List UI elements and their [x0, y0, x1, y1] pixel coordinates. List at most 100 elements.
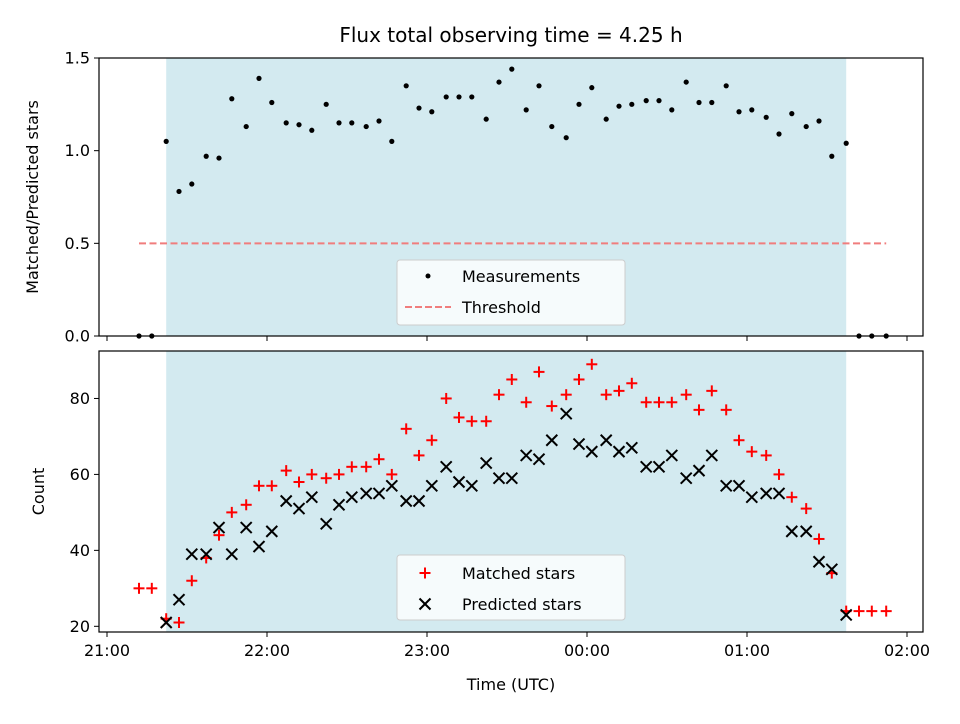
- matched-star-point: [413, 449, 425, 461]
- predicted-star-point: [505, 472, 519, 485]
- matched-star-point: [426, 434, 438, 446]
- predicted-star-point: [385, 479, 399, 493]
- measurement-point: [776, 131, 782, 137]
- predicted-star-point: [185, 547, 199, 561]
- matched-star-point: [440, 392, 452, 404]
- predicted-star-point: [665, 449, 679, 462]
- measurement-point: [203, 153, 209, 159]
- time-x-tick-label: 00:00: [564, 641, 610, 660]
- time-x-axis-label: Time (UTC): [466, 675, 555, 694]
- predicted-star-point: [745, 490, 759, 504]
- time-x-tick-label: 01:00: [724, 641, 770, 660]
- matched-star-point: [866, 605, 878, 617]
- predicted-star-point: [305, 490, 319, 504]
- measurement-point: [563, 135, 569, 141]
- measurement-points: [136, 66, 889, 339]
- measurement-point: [483, 116, 489, 122]
- measurement-point: [749, 107, 755, 113]
- measurement-point: [389, 138, 395, 144]
- count-panel-frame: [98, 350, 924, 633]
- count-points: [133, 358, 892, 629]
- predicted-star-point: [199, 547, 213, 561]
- predicted-star-point: [399, 494, 413, 508]
- legend-x-glyph: [418, 597, 432, 611]
- matched-star-point: [320, 472, 332, 484]
- ratio-y-tick-label: 1.5: [65, 49, 90, 68]
- matched-star-point: [266, 480, 278, 492]
- matched-star-point: [186, 575, 198, 587]
- matched-star-point: [706, 385, 718, 397]
- predicted-star-point: [532, 453, 546, 466]
- matched-star-point: [693, 404, 705, 416]
- count-y-tick-label: 60: [70, 465, 90, 484]
- predicted-star-point: [732, 479, 746, 493]
- ratio-panel: 0.0 0.5 1.0 1.5 Flux total observing time =…: [23, 23, 924, 346]
- time-x-tick-label: 22:00: [244, 641, 290, 660]
- measurement-point: [509, 66, 515, 72]
- measurement-point: [523, 107, 529, 113]
- predicted-star-point: [465, 479, 479, 493]
- count-y-tick-label: 80: [70, 389, 90, 408]
- predicted-star-point: [425, 479, 439, 493]
- measurement-point: [269, 99, 275, 106]
- predicted-star-point: [692, 464, 706, 477]
- measurement-point: [643, 98, 649, 104]
- chart-title: Flux total observing time = 4.25 h: [339, 23, 682, 47]
- legend-marker-matched: [419, 567, 431, 579]
- measurement-point: [363, 123, 369, 130]
- measurement-point: [189, 181, 195, 187]
- matched-star-point: [786, 491, 798, 503]
- matched-star-point: [600, 389, 612, 401]
- legend-label-matched: Matched stars: [462, 564, 575, 583]
- matched-star-point: [626, 377, 638, 389]
- matched-star-point: [400, 423, 412, 435]
- predicted-star-point: [625, 441, 639, 455]
- predicted-star-point: [545, 434, 559, 447]
- measurement-point: [589, 85, 595, 91]
- matched-star-point: [733, 434, 745, 446]
- matched-star-point: [546, 400, 558, 412]
- predicted-star-point: [239, 521, 253, 534]
- measurement-point: [656, 98, 662, 104]
- matched-star-point: [466, 415, 478, 427]
- measurement-point: [456, 94, 462, 100]
- matched-star-point: [253, 480, 265, 492]
- time-x-tick-label: 21:00: [84, 641, 130, 660]
- measurement-point: [443, 94, 449, 100]
- time-x-ticks: 21:00 22:00 23:00 00:00 01:00 02:00: [84, 632, 930, 660]
- measurement-point: [843, 140, 849, 146]
- matched-star-point: [453, 411, 465, 423]
- predicted-star-point: [705, 449, 719, 462]
- predicted-star-point: [812, 555, 826, 568]
- predicted-star-point: [279, 494, 293, 508]
- measurement-point: [243, 123, 249, 130]
- predicted-star-point: [639, 460, 653, 474]
- measurement-point: [816, 118, 822, 124]
- predicted-star-point: [159, 616, 173, 629]
- ratio-legend: Measurements Threshold: [396, 259, 626, 326]
- measurement-point: [309, 127, 315, 133]
- measurement-point: [256, 75, 262, 81]
- predicted-star-point: [292, 502, 306, 515]
- predicted-star-point: [612, 445, 626, 458]
- measurement-point: [283, 120, 289, 126]
- predicted-star-point: [719, 479, 733, 493]
- ratio-legend-box: [396, 259, 626, 326]
- count-y-axis-label: Count: [29, 468, 48, 516]
- matched-star-point: [613, 385, 625, 397]
- measurement-point: [829, 153, 835, 159]
- matched-star-point: [720, 404, 732, 416]
- predicted-star-point: [359, 487, 373, 500]
- matched-star-point: [520, 396, 532, 408]
- matched-star-point: [880, 605, 892, 617]
- predicted-star-point: [212, 521, 226, 534]
- matched-star-point: [213, 529, 225, 541]
- measurement-point: [723, 83, 729, 89]
- measurement-point: [376, 118, 382, 124]
- measurement-point: [336, 120, 342, 126]
- matched-star-point: [173, 617, 185, 629]
- predicted-star-point: [412, 494, 426, 508]
- measurement-point: [416, 105, 422, 111]
- matched-star-point: [666, 396, 678, 408]
